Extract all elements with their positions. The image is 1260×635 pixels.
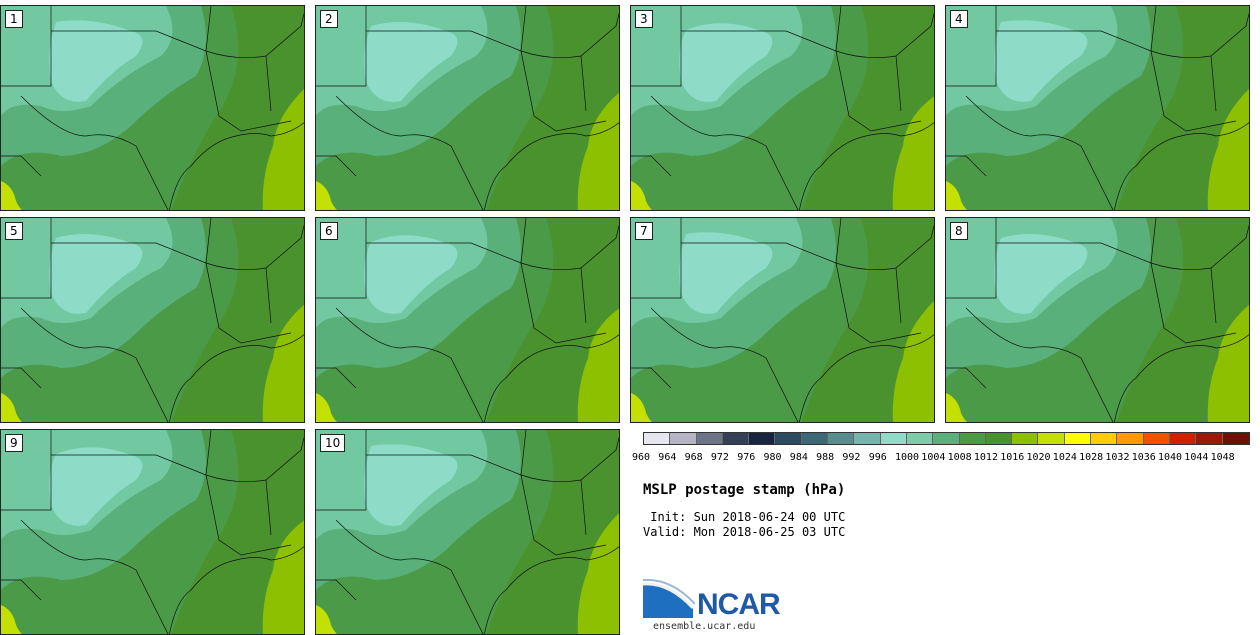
ensemble-member-map: 2	[315, 5, 620, 211]
colorbar-tick-label: 1040	[1158, 452, 1183, 463]
ensemble-member-map: 8	[945, 217, 1250, 423]
valid-time: Valid: Mon 2018-06-25 03 UTC	[643, 525, 846, 539]
colorbar-tick-label: 1032	[1105, 452, 1130, 463]
ensemble-member-map: 1	[0, 5, 305, 211]
colorbar-tick-label: 1020	[1026, 452, 1051, 463]
colorbar-swatch	[959, 433, 986, 444]
colorbar-swatch	[670, 433, 697, 444]
colorbar-tick-label: 1028	[1079, 452, 1104, 463]
member-number-label: 7	[635, 222, 653, 240]
ensemble-member-map: 10	[315, 429, 620, 635]
colorbar-swatch	[828, 433, 855, 444]
ensemble-member-map: 3	[630, 5, 935, 211]
colorbar-tick-label: 968	[684, 452, 703, 463]
ncar-logo-text: NCAR	[697, 588, 781, 621]
colorbar-swatch	[801, 433, 829, 444]
colorbar-swatch	[1012, 433, 1039, 444]
colorbar-tick-label: 976	[737, 452, 756, 463]
colorbar-swatch	[696, 433, 723, 444]
colorbar-tick-label: 980	[763, 452, 782, 463]
member-number-label: 6	[320, 222, 338, 240]
colorbar-swatch	[1222, 433, 1249, 444]
member-number-label: 10	[320, 434, 346, 452]
colorbar-tick-labels: 960 964 968 972 976 980 984 988 992 996 1000 1004 10…	[632, 452, 1260, 466]
colorbar-tick-label: 972	[710, 452, 729, 463]
member-number-label: 9	[5, 434, 23, 452]
ncar-logo-icon	[643, 578, 695, 618]
ensemble-member-map: 9	[0, 429, 305, 635]
colorbar-tick-label: 1044	[1184, 452, 1209, 463]
colorbar-tick-label: 964	[658, 452, 677, 463]
member-number-label: 3	[635, 10, 653, 28]
init-time: Init: Sun 2018-06-24 00 UTC	[643, 510, 846, 524]
website-url: ensemble.ucar.edu	[653, 621, 756, 632]
member-number-label: 5	[5, 222, 23, 240]
colorbar-swatch	[854, 433, 881, 444]
colorbar-swatch	[1117, 433, 1144, 444]
colorbar-swatch	[749, 433, 776, 444]
plot-title: MSLP postage stamp (hPa)	[643, 482, 846, 498]
colorbar-tick-label: 1012	[973, 452, 998, 463]
colorbar-swatch	[933, 433, 960, 444]
member-number-label: 8	[950, 222, 968, 240]
ensemble-member-map: 6	[315, 217, 620, 423]
colorbar-swatch	[1143, 433, 1170, 444]
ensemble-member-map: 5	[0, 217, 305, 423]
colorbar-tick-label: 1000	[895, 452, 920, 463]
colorbar-swatch	[985, 433, 1013, 444]
ensemble-member-map: 4	[945, 5, 1250, 211]
colorbar	[643, 432, 1250, 445]
colorbar-tick-label: 992	[842, 452, 861, 463]
colorbar-tick-label: 960	[632, 452, 651, 463]
colorbar-tick-label: 1036	[1131, 452, 1156, 463]
colorbar-swatch	[1169, 433, 1197, 444]
member-number-label: 2	[320, 10, 338, 28]
colorbar-swatch	[906, 433, 934, 444]
colorbar-swatch	[1196, 433, 1223, 444]
colorbar-tick-label: 1048	[1210, 452, 1235, 463]
colorbar-tick-label: 996	[868, 452, 887, 463]
colorbar-swatch	[880, 433, 907, 444]
colorbar-swatch	[1091, 433, 1118, 444]
member-number-label: 4	[950, 10, 968, 28]
colorbar-tick-label: 984	[789, 452, 808, 463]
colorbar-tick-label: 1004	[921, 452, 946, 463]
colorbar-tick-label: 1016	[1000, 452, 1025, 463]
colorbar-swatch	[775, 433, 802, 444]
member-number-label: 1	[5, 10, 23, 28]
colorbar-tick-label: 988	[816, 452, 835, 463]
colorbar-tick-label: 1024	[1052, 452, 1077, 463]
colorbar-swatch	[644, 433, 671, 444]
colorbar-tick-label: 1008	[947, 452, 972, 463]
colorbar-swatch	[722, 433, 750, 444]
colorbar-swatch	[1038, 433, 1065, 444]
colorbar-swatch	[1064, 433, 1092, 444]
ensemble-member-map: 7	[630, 217, 935, 423]
